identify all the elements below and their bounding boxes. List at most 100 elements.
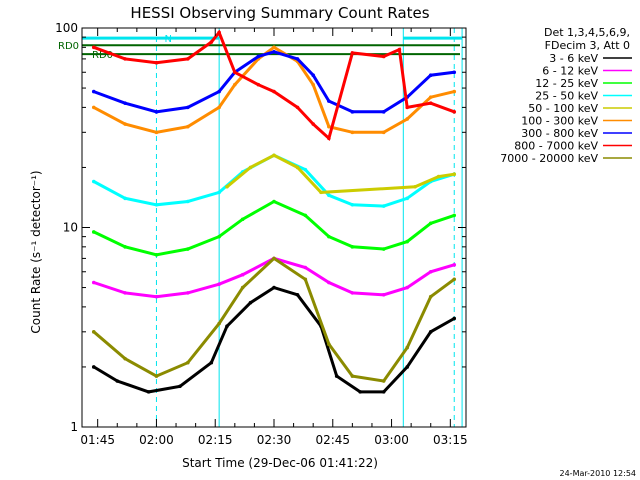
series-point bbox=[233, 82, 237, 87]
series-point bbox=[209, 40, 214, 44]
series-point bbox=[303, 213, 308, 218]
series-point bbox=[452, 213, 457, 218]
series-point bbox=[123, 57, 127, 61]
legend-entry-label: 300 - 800 keV bbox=[521, 127, 598, 140]
series-point bbox=[185, 291, 190, 295]
series-point bbox=[295, 292, 300, 297]
series-point bbox=[154, 294, 159, 299]
y-tick-label: 10 bbox=[63, 221, 78, 235]
series-point bbox=[405, 105, 410, 110]
series-point bbox=[381, 54, 386, 59]
flag-label-rd0: RD0 bbox=[58, 41, 79, 52]
flag-label-n: N bbox=[164, 34, 171, 45]
series-line bbox=[93, 153, 455, 208]
series-point bbox=[405, 117, 410, 121]
legend-entry-label: 12 - 25 keV bbox=[535, 77, 598, 90]
series-point bbox=[154, 130, 159, 135]
x-tick-label: 02:45 bbox=[315, 433, 350, 447]
series-point bbox=[428, 294, 433, 299]
series-point bbox=[91, 330, 96, 334]
x-axis-label: Start Time (29-Dec-06 01:41:22) bbox=[182, 456, 378, 470]
series-point bbox=[452, 263, 457, 267]
series-point bbox=[428, 221, 433, 226]
x-tick-label: 02:15 bbox=[198, 433, 233, 447]
x-tick-label: 03:15 bbox=[433, 433, 468, 447]
series-point bbox=[272, 285, 276, 290]
series-point bbox=[381, 247, 386, 251]
series-point bbox=[452, 70, 457, 75]
legend-header-line-1: Det 1,3,4,5,6,9, bbox=[544, 26, 630, 39]
legend: Det 1,3,4,5,6,9, FDecim 3, Att 0 3 - 6 k… bbox=[500, 26, 632, 165]
series-point bbox=[350, 245, 355, 249]
x-tick-label: 03:00 bbox=[374, 433, 409, 447]
series-point bbox=[123, 245, 127, 249]
series-point bbox=[311, 122, 315, 126]
series-point bbox=[91, 280, 96, 285]
series-point bbox=[154, 110, 159, 114]
series-point bbox=[91, 105, 96, 110]
series-point bbox=[217, 105, 221, 110]
series-point bbox=[123, 196, 127, 201]
series-point bbox=[146, 390, 151, 394]
series-point bbox=[217, 89, 221, 94]
series-point bbox=[428, 95, 433, 99]
series-point bbox=[248, 165, 253, 170]
series-point bbox=[217, 234, 221, 239]
series-point bbox=[350, 110, 355, 114]
series-point bbox=[405, 196, 410, 201]
series-line bbox=[93, 285, 455, 394]
series-point bbox=[327, 124, 331, 129]
series-point bbox=[217, 282, 221, 286]
series-point bbox=[350, 51, 355, 55]
series-point bbox=[413, 184, 417, 189]
axes-layer: 1 10 100 01:45 02:00 02:15 02:30 02:45 03:00 03:1… bbox=[55, 21, 468, 447]
y-tick-label: 1 bbox=[70, 420, 78, 434]
series-point bbox=[217, 190, 221, 195]
series-point bbox=[350, 291, 355, 295]
series-point bbox=[209, 360, 214, 365]
series-point bbox=[225, 324, 229, 329]
series-point bbox=[295, 57, 300, 61]
series-point bbox=[405, 285, 410, 290]
series-point bbox=[233, 70, 237, 75]
series-point bbox=[123, 122, 127, 126]
series-point bbox=[248, 300, 253, 305]
series-point bbox=[123, 291, 127, 295]
series-point bbox=[240, 217, 245, 222]
legend-entry-label: 100 - 300 keV bbox=[521, 115, 598, 128]
series-point bbox=[123, 356, 127, 361]
series-point bbox=[123, 101, 127, 105]
series-point bbox=[295, 105, 300, 110]
series-point bbox=[381, 390, 386, 394]
series-point bbox=[185, 124, 190, 129]
series-line bbox=[93, 29, 455, 142]
series-point bbox=[91, 365, 96, 369]
series-point bbox=[397, 47, 402, 52]
legend-entry-label: 7000 - 20000 keV bbox=[500, 152, 598, 165]
series-point bbox=[311, 82, 315, 87]
legend-entry-label: 6 - 12 keV bbox=[542, 65, 598, 78]
series-point bbox=[405, 345, 410, 350]
series-point bbox=[295, 165, 300, 170]
series-point bbox=[381, 204, 386, 208]
x-tick-label: 02:30 bbox=[257, 433, 292, 447]
series-point bbox=[154, 202, 159, 207]
series-point bbox=[256, 54, 261, 59]
series-point bbox=[115, 379, 120, 383]
series-point bbox=[91, 89, 96, 94]
series-point bbox=[327, 280, 331, 285]
series-layer bbox=[91, 29, 457, 394]
series-point bbox=[428, 101, 433, 105]
x-tick-label: 01:45 bbox=[80, 433, 115, 447]
series-line bbox=[93, 50, 455, 114]
series-point bbox=[154, 374, 159, 378]
series-point bbox=[350, 202, 355, 207]
series-point bbox=[452, 110, 457, 114]
series-point bbox=[381, 379, 386, 383]
series-point bbox=[154, 60, 159, 65]
series-point bbox=[185, 105, 190, 110]
series-point bbox=[452, 89, 457, 94]
series-point bbox=[272, 199, 276, 204]
series-point bbox=[185, 247, 190, 251]
